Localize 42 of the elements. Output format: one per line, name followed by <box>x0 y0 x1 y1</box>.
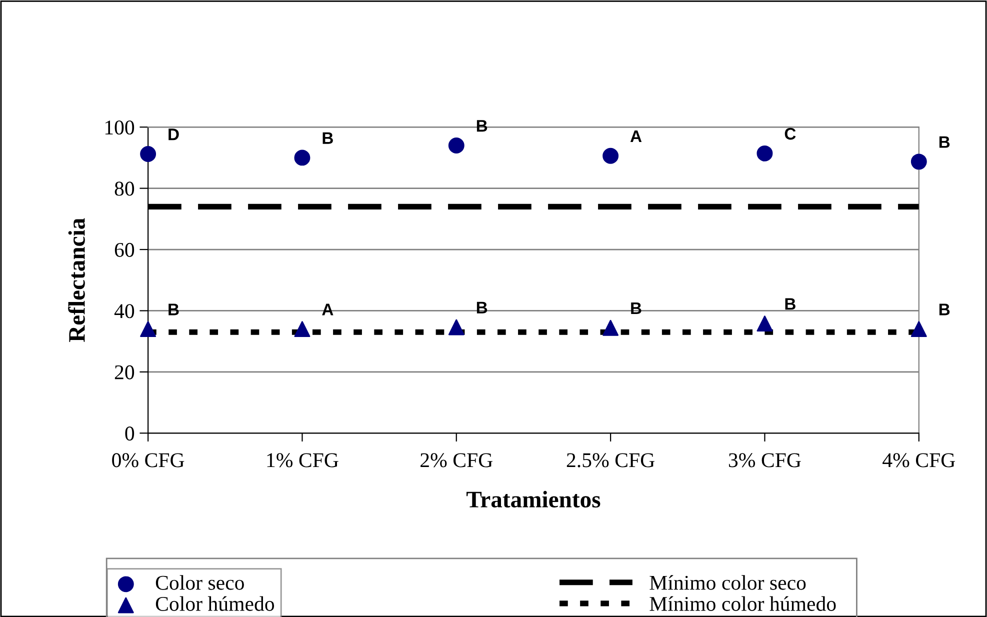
legend-label: Mínimo color seco <box>650 575 806 590</box>
annotation: B <box>476 302 488 314</box>
point <box>602 148 619 164</box>
point <box>294 150 310 166</box>
annotation: B <box>631 302 642 314</box>
y-tick-label: 0 <box>125 426 134 441</box>
point <box>910 154 927 170</box>
point <box>602 320 619 336</box>
annotation: B <box>939 136 950 148</box>
y-tick-label: 20 <box>114 365 134 380</box>
point <box>756 316 773 332</box>
x-tick-label: 2% CFG <box>420 453 492 468</box>
point <box>140 146 156 162</box>
point <box>448 137 464 154</box>
y-tick-label: 60 <box>114 242 134 257</box>
point <box>140 321 156 338</box>
x-tick-label: 2.5% CFG <box>566 453 654 468</box>
x-tick-label: 3% CFG <box>728 453 801 468</box>
legend-label: Color húmedo <box>156 596 274 611</box>
annotation: B <box>322 132 333 144</box>
annotation: B <box>476 120 488 132</box>
legend-label: Color seco <box>156 575 244 590</box>
x-axis-title: Tratamientos <box>466 490 600 508</box>
annotation: C <box>784 128 796 140</box>
x-tick-label: 4% CFG <box>882 453 955 468</box>
y-tick-label: 80 <box>114 182 134 196</box>
point <box>756 145 773 162</box>
annotation: B <box>939 304 950 316</box>
y-axis-title: Reflectancia <box>68 218 85 342</box>
point <box>448 319 464 336</box>
y-tick-label: 100 <box>105 120 134 135</box>
annotation: D <box>168 128 179 140</box>
point <box>294 321 310 338</box>
point <box>910 321 927 338</box>
annotation: B <box>785 298 796 310</box>
annotation: A <box>322 304 334 316</box>
y-tick-label: 40 <box>114 304 134 318</box>
x-tick-label: 0% CFG <box>112 453 184 468</box>
annotation: B <box>168 304 179 316</box>
legend-label: Mínimo color húmedo <box>650 596 836 611</box>
annotation: A <box>630 130 642 142</box>
x-tick-label: 1% CFG <box>267 453 338 468</box>
